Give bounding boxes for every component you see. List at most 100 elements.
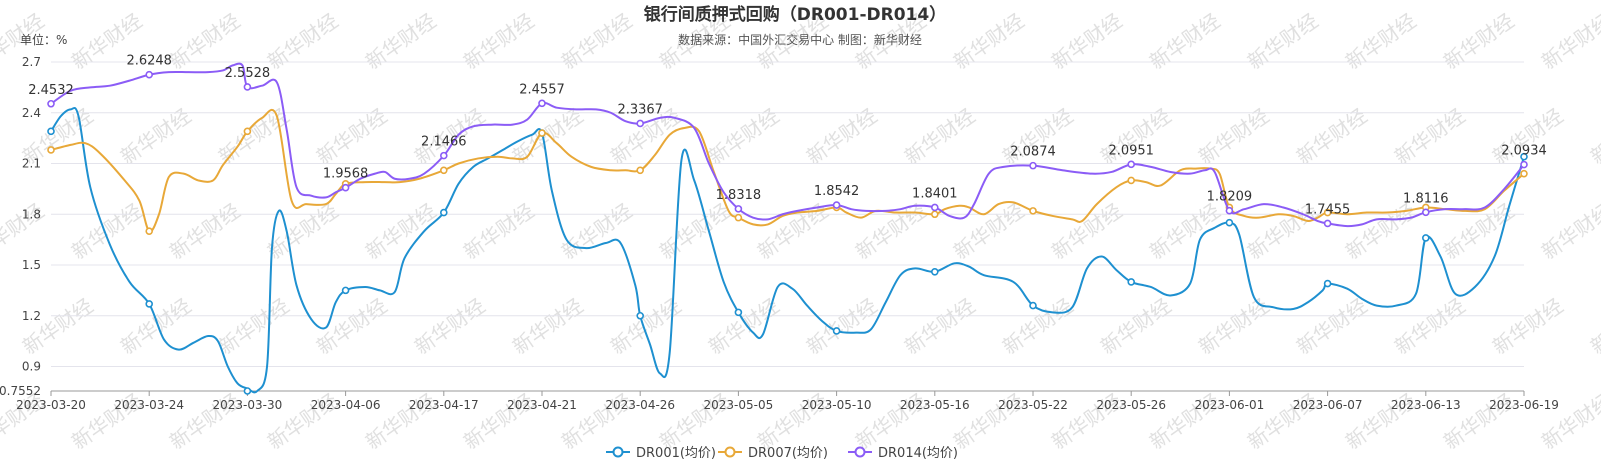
- x-tick-label: 2023-05-22: [998, 398, 1068, 412]
- y-tick-label: 2.7: [22, 55, 41, 69]
- x-tick-label: 2023-05-16: [900, 398, 970, 412]
- legend-label: DR007(均价): [748, 446, 828, 461]
- x-tick-label: 2023-05-26: [1096, 398, 1166, 412]
- data-point: [243, 387, 252, 395]
- data-point: [734, 213, 743, 222]
- watermark-text: 新华财经: [1243, 9, 1322, 75]
- watermark-text: 新华财经: [1341, 199, 1420, 265]
- series-line-DR007(均价): [50, 108, 1525, 233]
- data-point: [636, 311, 645, 320]
- watermark-text: 新华财经: [410, 294, 489, 360]
- y-tick-label: 2.4: [22, 106, 41, 120]
- watermark-text: 新华财经: [1488, 294, 1567, 360]
- data-point: [47, 146, 55, 154]
- legend-item-DR007(均价)[interactable]: DR007(均价): [718, 446, 828, 461]
- watermark-text: 新华财经: [263, 199, 342, 265]
- y-tick-label: 1.8: [22, 207, 41, 221]
- watermark-text: 新华财经: [655, 199, 734, 265]
- data-label: 2.5528: [225, 66, 271, 81]
- x-tick-label: 2023-06-01: [1195, 398, 1265, 412]
- data-label: 1.8542: [814, 184, 860, 199]
- data-label: 1.8116: [1403, 191, 1449, 206]
- watermark-text: 新华财经: [1194, 294, 1273, 360]
- data-point: [47, 99, 55, 108]
- watermark-text: 新华财经: [998, 294, 1077, 360]
- watermark-text: 新华财经: [116, 104, 195, 170]
- watermark-text: 新华财经: [949, 199, 1028, 265]
- x-tick-label: 2023-03-30: [213, 398, 283, 412]
- data-point: [243, 83, 252, 91]
- data-point: [1323, 219, 1332, 228]
- data-point: [930, 267, 939, 276]
- data-point: [832, 201, 841, 209]
- data-label: 1.8401: [912, 186, 958, 201]
- watermark-text: 新华财经: [508, 294, 587, 360]
- data-label: 2.0874: [1010, 145, 1056, 160]
- watermark-text: 新华财经: [312, 104, 391, 170]
- data-point: [538, 129, 546, 137]
- watermark-text: 新华财经: [802, 104, 881, 170]
- data-point: [341, 183, 350, 192]
- chart-title: 银行间质押式回购（DR001-DR014）: [644, 4, 946, 25]
- data-point: [1029, 161, 1037, 170]
- watermark-text: 新华财经: [753, 199, 832, 265]
- data-point: [439, 208, 448, 217]
- y-tick-label: 1.2: [22, 309, 41, 323]
- legend-item-DR001(均价)[interactable]: DR001(均价): [606, 446, 716, 461]
- x-tick-label: 2023-05-10: [802, 398, 872, 412]
- data-label: 2.6248: [126, 54, 172, 69]
- data-point: [1520, 152, 1528, 161]
- watermark-text: 新华财经: [214, 294, 293, 360]
- y-tick-label: 2.1: [22, 157, 41, 171]
- data-point: [439, 151, 448, 160]
- data-point: [538, 99, 546, 108]
- data-point: [832, 327, 841, 335]
- data-point: [1029, 301, 1037, 310]
- watermark-text: 新华财经: [1145, 9, 1224, 75]
- data-point: [341, 286, 350, 295]
- data-point: [1422, 208, 1430, 217]
- watermark-text: 新华财经: [312, 294, 391, 360]
- watermark-text: 新华财经: [1586, 104, 1601, 170]
- x-tick-label: 2023-04-26: [605, 398, 675, 412]
- legend[interactable]: DR001(均价) DR007(均价) DR014(均价): [606, 446, 958, 461]
- legend-label: DR001(均价): [636, 446, 716, 461]
- x-tick-label: 2023-03-24: [114, 398, 184, 412]
- data-label: 1.8318: [716, 188, 762, 203]
- series-layer: [47, 62, 1528, 395]
- y-tick-label: 1.5: [22, 258, 41, 272]
- x-tick-label: 2023-04-21: [507, 398, 577, 412]
- legend-item-DR014(均价)[interactable]: DR014(均价): [848, 446, 958, 461]
- watermark-text: 新华财经: [1145, 199, 1224, 265]
- watermark-text: 新华财经: [1439, 9, 1518, 75]
- data-point: [439, 166, 448, 175]
- watermark-text: 新华财经: [1586, 294, 1601, 360]
- data-label: 2.3367: [617, 102, 663, 117]
- watermark-text: 新华财经: [802, 294, 881, 360]
- x-tick-label: 2023-04-17: [409, 398, 479, 412]
- watermark-text: 新华财经: [1047, 199, 1126, 265]
- watermark-text: 新华财经: [851, 199, 930, 265]
- x-tick-label: 2023-03-20: [16, 398, 86, 412]
- x-tick-label: 2023-06-13: [1391, 398, 1461, 412]
- data-point: [1029, 207, 1037, 215]
- watermark-text: 新华财经: [557, 199, 636, 265]
- data-label: 2.4532: [28, 83, 74, 98]
- x-tick-label: 2023-06-07: [1293, 398, 1363, 412]
- legend-label: DR014(均价): [878, 446, 958, 461]
- data-label: 1.7455: [1305, 202, 1351, 217]
- watermark-text: 新华财经: [1390, 104, 1469, 170]
- data-point: [1520, 160, 1528, 169]
- data-point: [1422, 234, 1430, 242]
- y-axis: 2.7 2.4 2.1 1.8 1.5 1.2 0.9 0.7552: [0, 55, 41, 398]
- data-point: [1127, 160, 1135, 169]
- data-point: [243, 127, 252, 136]
- data-point: [1225, 218, 1234, 227]
- watermark-text: 新华财经: [1488, 104, 1567, 170]
- watermark-text: 新华财经: [18, 294, 97, 360]
- data-label: 2.1466: [421, 135, 467, 150]
- data-point: [145, 70, 153, 79]
- data-point: [734, 205, 743, 213]
- data-point: [734, 308, 743, 317]
- watermark-text: 新华财经: [165, 9, 244, 75]
